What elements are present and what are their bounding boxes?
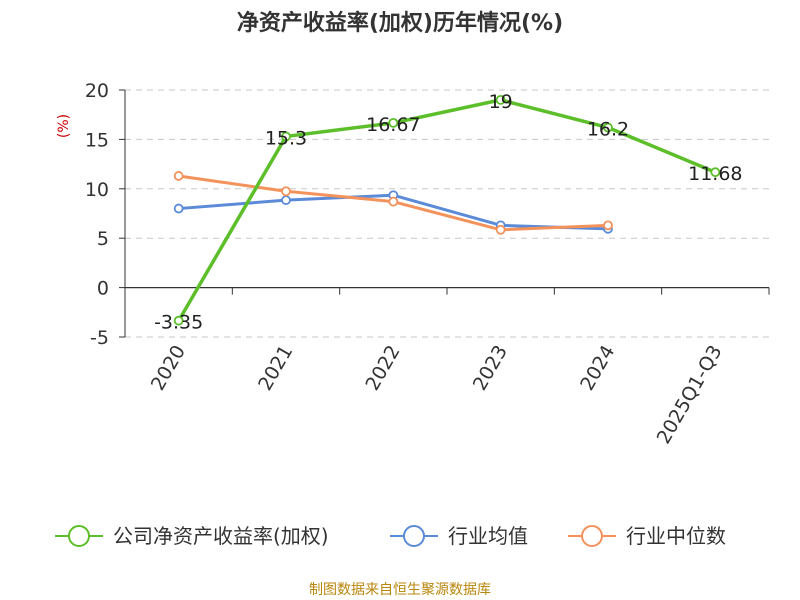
series-point-2[interactable] [495, 224, 506, 235]
series-point-0[interactable] [495, 94, 506, 105]
data-label: 16.2 [587, 119, 629, 141]
x-tick-label: 2024 [576, 342, 619, 395]
data-labels: -3.35 15.3 16.67 19 16.2 11.68 [154, 91, 742, 334]
legend-item-0[interactable]: 公司净资产收益率(加权) [55, 524, 329, 548]
y-tick-label: 10 [85, 179, 109, 201]
legend-marker-icon [403, 525, 425, 547]
legend-label: 公司净资产收益率(加权) [113, 524, 329, 548]
series-point-0[interactable] [388, 118, 399, 128]
legend-item-1[interactable]: 行业均值 [390, 524, 528, 548]
x-tick-label: 2023 [469, 341, 512, 394]
x-tick-label: 2020 [147, 342, 190, 395]
data-label: 16.67 [366, 114, 420, 136]
y-tick-label: 15 [85, 129, 109, 151]
series-lines [173, 94, 721, 326]
data-label: 11.68 [688, 163, 742, 185]
series-point-2[interactable] [281, 186, 291, 197]
series-point-1[interactable] [281, 195, 291, 206]
series-point-0[interactable] [603, 122, 613, 133]
y-tick-label: 0 [97, 278, 109, 300]
series-point-2[interactable] [603, 220, 613, 231]
series-point-0[interactable] [281, 131, 291, 142]
legend-marker-icon [68, 525, 90, 547]
x-tick-label: 2022 [361, 342, 404, 395]
series-point-1[interactable] [173, 203, 184, 214]
legend-marker-icon [581, 525, 603, 547]
series-point-0[interactable] [710, 167, 721, 178]
series-point-2[interactable] [173, 171, 184, 181]
y-tick-label: 20 [85, 80, 109, 102]
x-tick-label: 2025Q1-Q3 [653, 342, 727, 448]
legend-item-2[interactable]: 行业中位数 [568, 524, 726, 548]
legend[interactable]: 公司净资产收益率(加权) 行业均值 行业中位数 [55, 524, 726, 548]
data-label: 15.3 [265, 127, 307, 149]
y-axis-unit-label: (%) [56, 114, 72, 138]
source-footnote: 制图数据来自恒生聚源数据库 [309, 582, 491, 598]
y-tick-label: -5 [90, 327, 109, 349]
chart-title: 净资产收益率(加权)历年情况(%) [237, 10, 563, 36]
series-line-0 [177, 98, 717, 322]
y-tick-label: 5 [97, 228, 109, 250]
legend-label: 行业中位数 [626, 524, 726, 548]
series-point-2[interactable] [388, 196, 399, 207]
series-point-0[interactable] [173, 315, 184, 326]
x-tick-label: 2021 [254, 342, 297, 395]
legend-label: 行业均值 [448, 524, 528, 548]
gridlines [125, 89, 769, 338]
data-label: -3.35 [154, 312, 203, 334]
data-label: 19 [489, 91, 513, 113]
